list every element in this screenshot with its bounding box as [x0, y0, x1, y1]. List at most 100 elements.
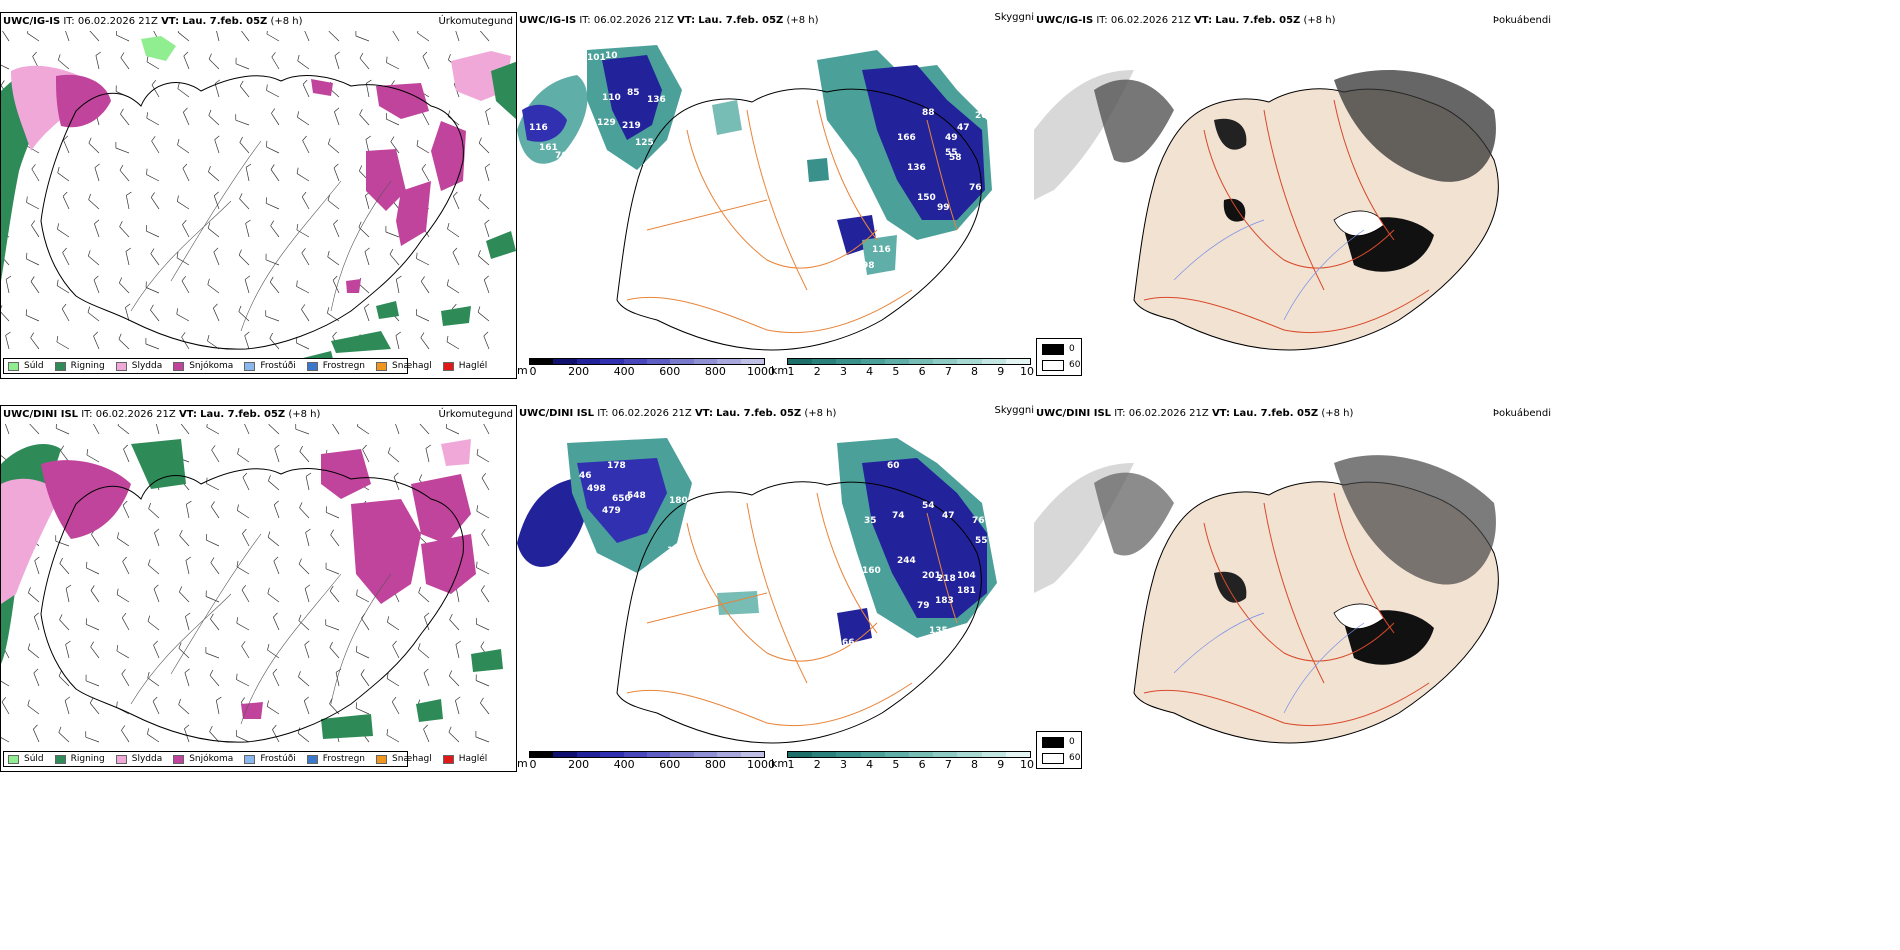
wind-barb	[237, 510, 250, 519]
wind-barb	[484, 223, 490, 238]
wind-barb-flag	[273, 556, 279, 562]
wind-barb	[448, 732, 460, 743]
wind-barb	[2, 31, 10, 42]
colorbar-segment	[860, 359, 885, 364]
wind-barb-flag	[33, 668, 39, 674]
panel-title: Úrkomutegund	[438, 16, 513, 27]
wind-barb-flag	[273, 500, 279, 506]
cloud-base-value-label: 136	[907, 163, 926, 173]
wind-barb-flag	[416, 139, 419, 146]
wind-barb-flag	[27, 643, 31, 650]
wind-barb	[30, 281, 40, 294]
wind-barb-flag	[329, 641, 333, 648]
wind-barb	[122, 505, 130, 519]
wind-barb	[301, 196, 310, 210]
wind-barb-flag	[125, 247, 131, 252]
wind-barb-flag	[26, 252, 28, 259]
wind-barb	[26, 145, 40, 154]
wind-barb	[475, 680, 490, 687]
cloud-base-colorbar: m 0 200 400 600 800 1000	[517, 751, 775, 771]
fog-legend-swatch-0	[1042, 737, 1064, 748]
wind-barb-flag	[334, 107, 340, 113]
wind-barb-flag	[207, 278, 210, 285]
wind-barb-flag	[146, 55, 149, 62]
wind-barb	[334, 55, 340, 70]
wind-barb	[477, 311, 490, 322]
wind-barb	[304, 588, 310, 603]
wind-barb-flag	[93, 275, 99, 281]
precip-legend-swatch	[306, 361, 318, 371]
wind-barb	[423, 672, 430, 687]
cloud-base-value-label: 181	[957, 586, 976, 596]
colorbar-tick-label: 0	[529, 365, 537, 378]
wind-barb	[5, 335, 10, 350]
wind-barb	[327, 256, 340, 266]
wind-barb-flag	[27, 31, 29, 34]
fog-panel-bottom: UWC/DINI ISL IT: 06.02.2026 21Z VT: Lau.…	[1034, 405, 1554, 772]
wind-barb	[182, 112, 190, 126]
wind-barb-flag	[390, 80, 395, 86]
wind-barb-flag	[214, 135, 220, 140]
wind-barb-flag	[329, 698, 333, 704]
wind-barb	[483, 279, 490, 294]
wind-barb-flag	[1, 696, 7, 703]
colorbar-tick-label: 10	[1020, 758, 1034, 771]
wind-barb-flag	[122, 500, 128, 506]
wind-barb-flag	[178, 642, 182, 649]
wind-barb-flag	[302, 79, 308, 85]
wind-barb	[89, 702, 100, 715]
colorbar-segment	[788, 359, 813, 364]
wind-barb-flag	[87, 306, 91, 313]
precip-legend-swatch	[115, 361, 127, 371]
cloud-base-value-label: 201	[922, 571, 941, 581]
precip-legend-label: Súld	[24, 754, 44, 764]
wind-barb-flag	[184, 668, 190, 673]
wind-barb	[117, 537, 130, 547]
wind-barb-flag	[305, 472, 312, 477]
wind-barb-flag	[267, 644, 270, 651]
wind-barb	[416, 314, 430, 322]
wind-barb	[146, 117, 160, 126]
wind-barb-flag	[484, 219, 490, 224]
wind-barb	[57, 172, 70, 182]
wind-barb-flag	[481, 472, 487, 479]
wind-barb	[239, 142, 250, 154]
wind-barb	[153, 588, 160, 603]
wind-barb	[416, 145, 430, 154]
wind-barb-flag	[181, 332, 186, 338]
wind-barb	[121, 673, 130, 687]
wind-barb	[88, 255, 100, 266]
colorbar-tick-label: 1	[787, 758, 795, 771]
panel-title: Úrkomutegund	[438, 409, 513, 420]
wind-barb-flag	[153, 640, 159, 646]
wind-barb	[56, 427, 70, 435]
wind-barb	[62, 252, 70, 266]
precip-legend-swatch	[376, 754, 388, 764]
wind-barb-flag	[61, 303, 67, 310]
wind-barb	[365, 139, 370, 154]
cloud-base-value-label: 244	[897, 556, 916, 566]
wind-barb	[358, 227, 370, 238]
wind-barb	[119, 282, 130, 294]
cloud-base-value-label: 76	[969, 183, 982, 193]
wind-barb-flag	[271, 108, 276, 114]
wind-barb	[273, 560, 280, 575]
wind-barb	[299, 451, 310, 463]
wind-barb	[210, 562, 220, 575]
wind-barb	[61, 308, 70, 322]
wind-barb	[213, 195, 220, 210]
wind-barb	[388, 452, 400, 463]
wind-barb	[30, 337, 40, 350]
wind-barb	[245, 167, 250, 182]
cloud-base-value-label: 104	[957, 571, 976, 581]
wind-barb-flag	[333, 163, 339, 169]
wind-barb	[362, 449, 370, 463]
wind-barb-flag	[146, 112, 148, 119]
wind-barb-flag	[1, 305, 3, 309]
wind-barb	[116, 650, 130, 659]
wind-barb	[393, 476, 400, 491]
wind-barb	[236, 735, 250, 743]
wind-barb-flag	[94, 163, 100, 168]
precip-legend-label: Frostregn	[322, 754, 366, 764]
colorbar-segment	[1005, 752, 1031, 757]
